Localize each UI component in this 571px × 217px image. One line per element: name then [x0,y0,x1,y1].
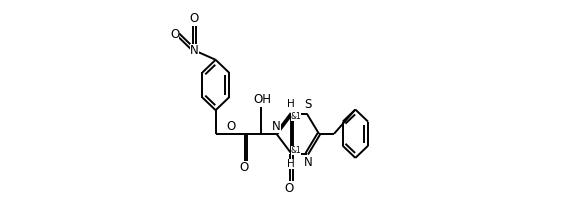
Text: N: N [190,44,199,57]
Text: OH: OH [253,93,271,106]
Text: N: N [303,156,312,169]
Text: O: O [170,28,179,41]
Text: O: O [284,182,293,195]
Text: O: O [190,12,199,25]
Text: &1: &1 [291,112,301,121]
Text: H: H [287,159,295,169]
Text: O: O [226,120,235,133]
Text: O: O [239,161,248,174]
Text: H: H [287,99,295,109]
Text: N: N [272,120,281,133]
Text: &1: &1 [291,146,301,155]
Text: S: S [304,98,311,111]
